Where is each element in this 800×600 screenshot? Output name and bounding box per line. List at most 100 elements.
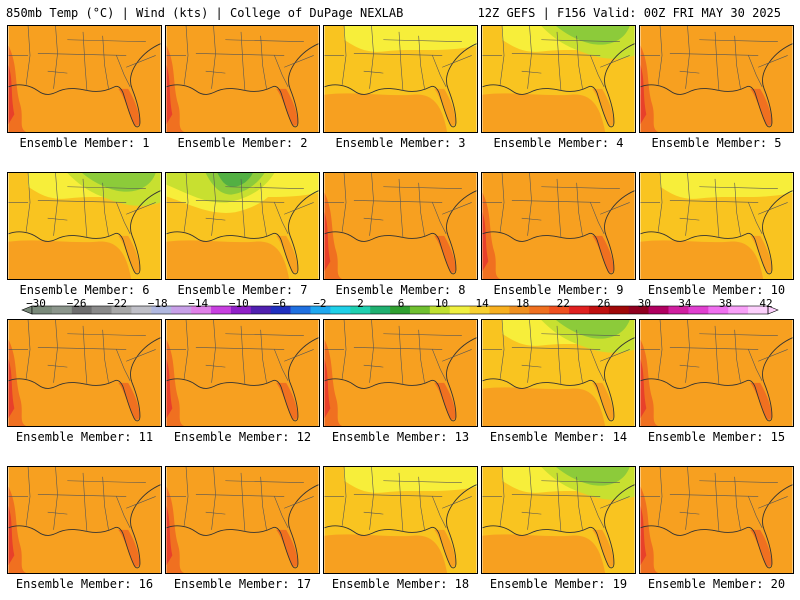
state-border xyxy=(205,511,226,515)
ensemble-member-panel: Ensemble Member: 13 xyxy=(323,319,478,444)
colorbar-swatch xyxy=(91,306,112,314)
gulf-warm-region xyxy=(324,240,448,279)
colorbar-tick-label: 22 xyxy=(556,297,570,310)
colorbar-swatch xyxy=(449,306,470,314)
colorbar-swatch xyxy=(230,306,252,314)
state-border xyxy=(102,182,109,236)
west-hottest-region xyxy=(8,359,15,419)
state-border xyxy=(521,511,542,515)
ensemble-member-panel: Ensemble Member: 11 xyxy=(7,319,162,444)
colorbar-tick-label: 14 xyxy=(475,297,489,310)
gulf-warm-region xyxy=(640,93,764,132)
florida-region xyxy=(592,382,614,420)
state-border xyxy=(53,467,58,530)
temperature-map xyxy=(323,319,478,427)
state-border xyxy=(600,496,630,509)
state-border xyxy=(37,494,127,497)
ensemble-member-label: Ensemble Member: 1 xyxy=(19,136,150,150)
temperature-map xyxy=(481,319,636,427)
state-border xyxy=(748,55,763,87)
colorbar-swatch xyxy=(290,306,311,314)
state-border xyxy=(679,364,700,368)
ensemble-member-panel: Ensemble Member: 3 xyxy=(323,25,478,150)
colorbar-swatch xyxy=(549,306,570,314)
state-border xyxy=(47,70,68,74)
state-border xyxy=(527,26,532,89)
florida-region xyxy=(434,235,456,273)
ensemble-member-label: Ensemble Member: 16 xyxy=(15,577,154,591)
gulf-warm-region xyxy=(324,387,448,426)
colorbar-swatch xyxy=(310,306,331,314)
state-border xyxy=(699,39,778,42)
state-border xyxy=(699,333,778,336)
north-cool-region xyxy=(660,173,793,199)
state-border xyxy=(240,31,246,91)
state-border xyxy=(714,325,720,385)
colorbar-tick-label: −30 xyxy=(26,297,46,310)
florida-region xyxy=(276,235,298,273)
state-border xyxy=(541,186,620,189)
state-border xyxy=(669,200,759,203)
colorbar-tick-label: 26 xyxy=(597,297,611,310)
state-border xyxy=(556,31,562,91)
state-border xyxy=(556,325,562,385)
colorbar-swatch xyxy=(628,306,649,314)
temperature-map xyxy=(323,466,478,574)
state-border xyxy=(211,467,216,530)
ensemble-member-label: Ensemble Member: 11 xyxy=(15,430,154,444)
florida-region xyxy=(276,382,298,420)
state-border xyxy=(126,349,156,362)
colorbar-swatch xyxy=(668,306,689,314)
state-border xyxy=(679,70,700,74)
northwest-coldest-region xyxy=(217,173,253,187)
state-border xyxy=(25,173,31,232)
state-border xyxy=(758,55,788,68)
state-border xyxy=(418,182,425,236)
northeast-coolest-region xyxy=(556,26,630,45)
colorbar-swatch xyxy=(569,306,590,314)
state-border xyxy=(341,26,347,85)
coastline xyxy=(166,484,319,569)
state-border xyxy=(205,217,226,221)
state-border xyxy=(37,53,127,56)
ensemble-member-panel: Ensemble Member: 6 xyxy=(7,172,162,297)
state-border xyxy=(102,476,109,530)
gulf-warm-region xyxy=(482,240,606,279)
ensemble-member-label: Ensemble Member: 18 xyxy=(331,577,470,591)
colorbar-swatch xyxy=(350,306,371,314)
temperature-map xyxy=(7,25,162,133)
west-hottest-region xyxy=(166,506,173,566)
state-border xyxy=(183,173,189,232)
colorbar-tick-label: −6 xyxy=(272,297,286,310)
state-border xyxy=(225,333,304,336)
state-border xyxy=(734,35,741,89)
gulf-warm-region xyxy=(166,387,290,426)
colorbar-swatch xyxy=(529,306,550,314)
ensemble-member-label: Ensemble Member: 17 xyxy=(173,577,312,591)
west-hottest-region xyxy=(166,65,173,125)
state-border xyxy=(383,333,462,336)
state-border xyxy=(225,480,304,483)
state-border xyxy=(363,364,384,368)
state-border xyxy=(521,70,542,74)
florida-region xyxy=(592,529,614,567)
colorbar-swatch xyxy=(370,306,391,314)
ensemble-member-panel: Ensemble Member: 16 xyxy=(7,466,162,591)
state-border xyxy=(499,26,505,85)
ensemble-member-label: Ensemble Member: 9 xyxy=(493,283,624,297)
gulf-warm-region xyxy=(324,534,448,573)
state-border xyxy=(541,333,620,336)
coastline xyxy=(482,43,635,128)
state-border xyxy=(260,35,267,89)
state-border xyxy=(590,202,605,234)
north-cool-region xyxy=(344,467,477,493)
state-border xyxy=(37,200,127,203)
colorbar-swatch xyxy=(648,306,669,314)
state-border xyxy=(25,26,31,85)
state-border xyxy=(576,35,583,89)
coastline xyxy=(166,337,319,422)
state-border xyxy=(274,496,289,528)
state-border xyxy=(685,26,690,89)
state-border xyxy=(576,182,583,236)
west-hottest-region xyxy=(640,65,647,125)
